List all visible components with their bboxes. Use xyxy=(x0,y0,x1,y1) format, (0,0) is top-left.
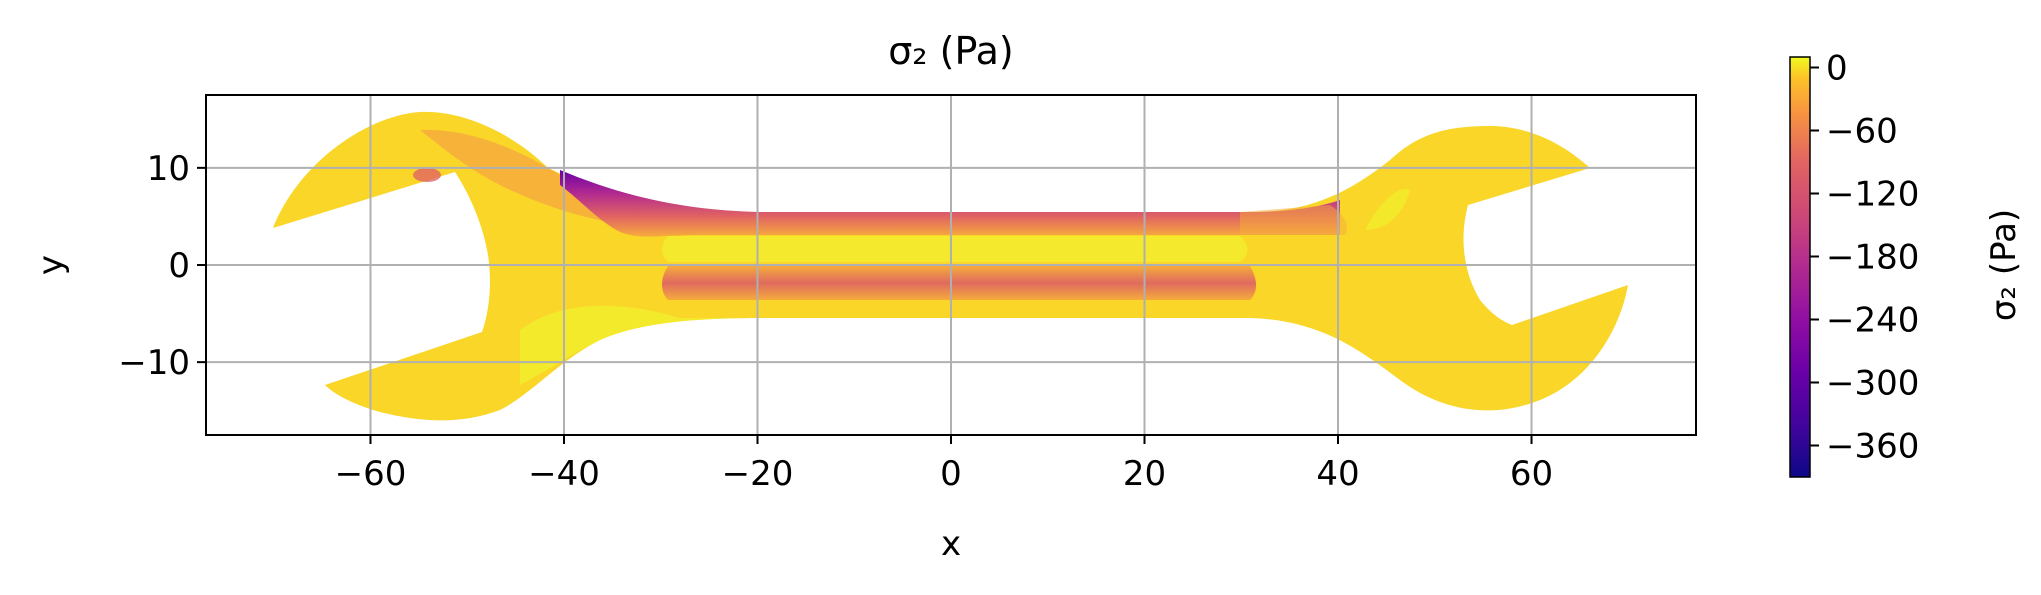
x-tick-label: 20 xyxy=(1123,454,1166,494)
y-tick-label: 10 xyxy=(147,149,190,189)
inner-pale-strip xyxy=(662,236,1248,262)
colorbar-tick-label: −360 xyxy=(1826,427,1919,467)
colorbar-tick-label: −300 xyxy=(1826,364,1919,404)
upper-compression-fade xyxy=(1240,205,1347,235)
grid xyxy=(206,95,1696,435)
y-tick-label: −10 xyxy=(118,343,190,383)
colorbar-tick-label: −240 xyxy=(1826,301,1919,341)
x-axis-label: x xyxy=(941,524,961,564)
x-tick-label: −20 xyxy=(722,454,794,494)
colorbar-tick-label: −180 xyxy=(1826,238,1919,278)
jaw-stress-spot xyxy=(413,168,441,182)
y-tick-label: 0 xyxy=(168,246,190,286)
x-tick-label: 0 xyxy=(940,454,962,494)
pale-lower-region xyxy=(520,305,760,385)
y-ticks: 10 0 −10 xyxy=(118,149,206,383)
colorbar-tick-label: −120 xyxy=(1826,175,1919,215)
chart-title: σ₂ (Pa) xyxy=(888,29,1014,73)
x-tick-label: −40 xyxy=(528,454,600,494)
y-axis-label: y xyxy=(31,255,71,275)
x-ticks: −60 −40 −20 0 20 40 60 xyxy=(335,435,1553,494)
x-tick-label: 40 xyxy=(1316,454,1359,494)
colorbar xyxy=(1789,56,1811,478)
lower-compression-band xyxy=(662,266,1256,300)
colorbar-ticks: 0 −60 −120 −180 −240 −300 −360 xyxy=(1810,49,1919,467)
colorbar-tick-label: 0 xyxy=(1826,49,1848,89)
right-head-pale-region xyxy=(1365,189,1410,230)
colorbar-label: σ₂ (Pa) xyxy=(1984,209,2024,321)
x-tick-label: 60 xyxy=(1510,454,1553,494)
colorbar-tick-label: −60 xyxy=(1826,112,1898,152)
x-tick-label: −60 xyxy=(335,454,407,494)
